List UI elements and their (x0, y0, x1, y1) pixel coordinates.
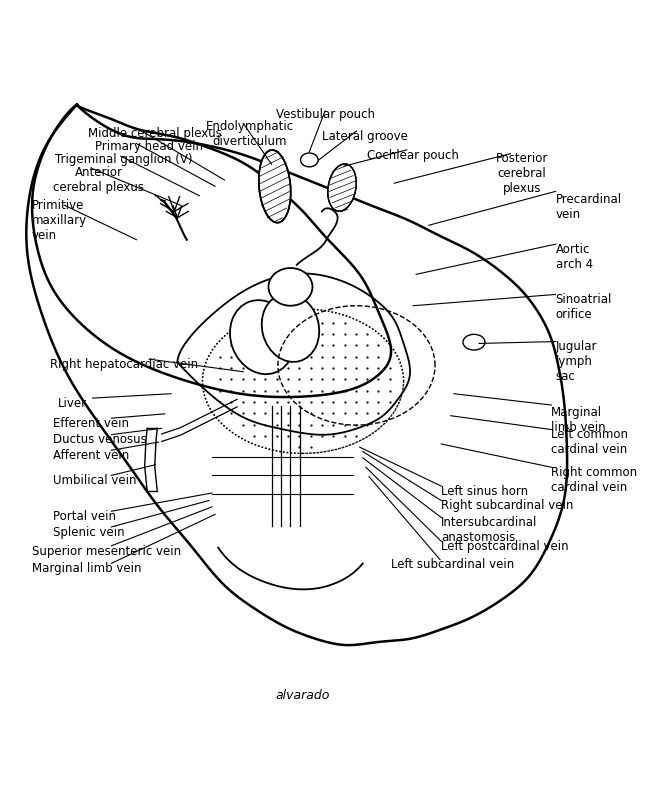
Text: Portal vein: Portal vein (53, 510, 116, 523)
Text: Trigeminal ganglion (V): Trigeminal ganglion (V) (55, 153, 193, 166)
Text: Cochlear pouch: Cochlear pouch (367, 149, 459, 162)
Text: Primitive
maxillary
vein: Primitive maxillary vein (31, 199, 87, 242)
Text: Sinoatrial
orifice: Sinoatrial orifice (556, 293, 612, 321)
Text: Middle cerebral plexus: Middle cerebral plexus (88, 126, 222, 140)
Ellipse shape (301, 153, 318, 167)
Text: Aortic
arch 4: Aortic arch 4 (556, 243, 593, 271)
Text: Liver: Liver (58, 397, 87, 410)
Text: Umbilical vein: Umbilical vein (53, 474, 137, 487)
Text: Afferent vein: Afferent vein (53, 449, 129, 462)
Text: Left subcardinal vein: Left subcardinal vein (391, 558, 514, 571)
Ellipse shape (463, 334, 485, 350)
Text: Right common
cardinal vein: Right common cardinal vein (551, 466, 638, 494)
Text: Ductus venosus: Ductus venosus (53, 434, 146, 446)
Ellipse shape (328, 164, 356, 211)
Text: Primary head vein: Primary head vein (95, 141, 203, 154)
Text: Precardinal
vein: Precardinal vein (556, 193, 622, 221)
Text: Superior mesenteric vein: Superior mesenteric vein (31, 545, 181, 558)
Text: Posterior
cerebral
plexus: Posterior cerebral plexus (496, 152, 548, 194)
Text: Efferent vein: Efferent vein (53, 417, 129, 430)
Text: Intersubcardinal
anastomosis: Intersubcardinal anastomosis (441, 516, 538, 544)
Text: Marginal
limb vein: Marginal limb vein (551, 406, 606, 434)
Text: alvarado: alvarado (276, 689, 330, 702)
Text: Left common
cardinal vein: Left common cardinal vein (551, 428, 628, 456)
Text: Vestibular pouch: Vestibular pouch (275, 108, 375, 121)
Text: Anterior
cerebral plexus: Anterior cerebral plexus (53, 166, 145, 194)
Text: Lateral groove: Lateral groove (322, 130, 407, 142)
Text: Marginal limb vein: Marginal limb vein (31, 562, 141, 575)
Text: Jugular
lymph
sac: Jugular lymph sac (556, 340, 597, 383)
Text: Splenic vein: Splenic vein (53, 526, 124, 538)
Ellipse shape (230, 300, 294, 374)
Text: Left sinus horn: Left sinus horn (441, 485, 528, 498)
Ellipse shape (269, 268, 313, 306)
Text: Right subcardinal vein: Right subcardinal vein (441, 499, 574, 512)
Text: Endolymphatic
diverticulum: Endolymphatic diverticulum (205, 120, 294, 148)
Text: Left postcardinal vein: Left postcardinal vein (441, 540, 569, 553)
Ellipse shape (259, 150, 291, 222)
Ellipse shape (262, 294, 319, 362)
Text: Right hepatocardiac vein: Right hepatocardiac vein (50, 358, 199, 371)
